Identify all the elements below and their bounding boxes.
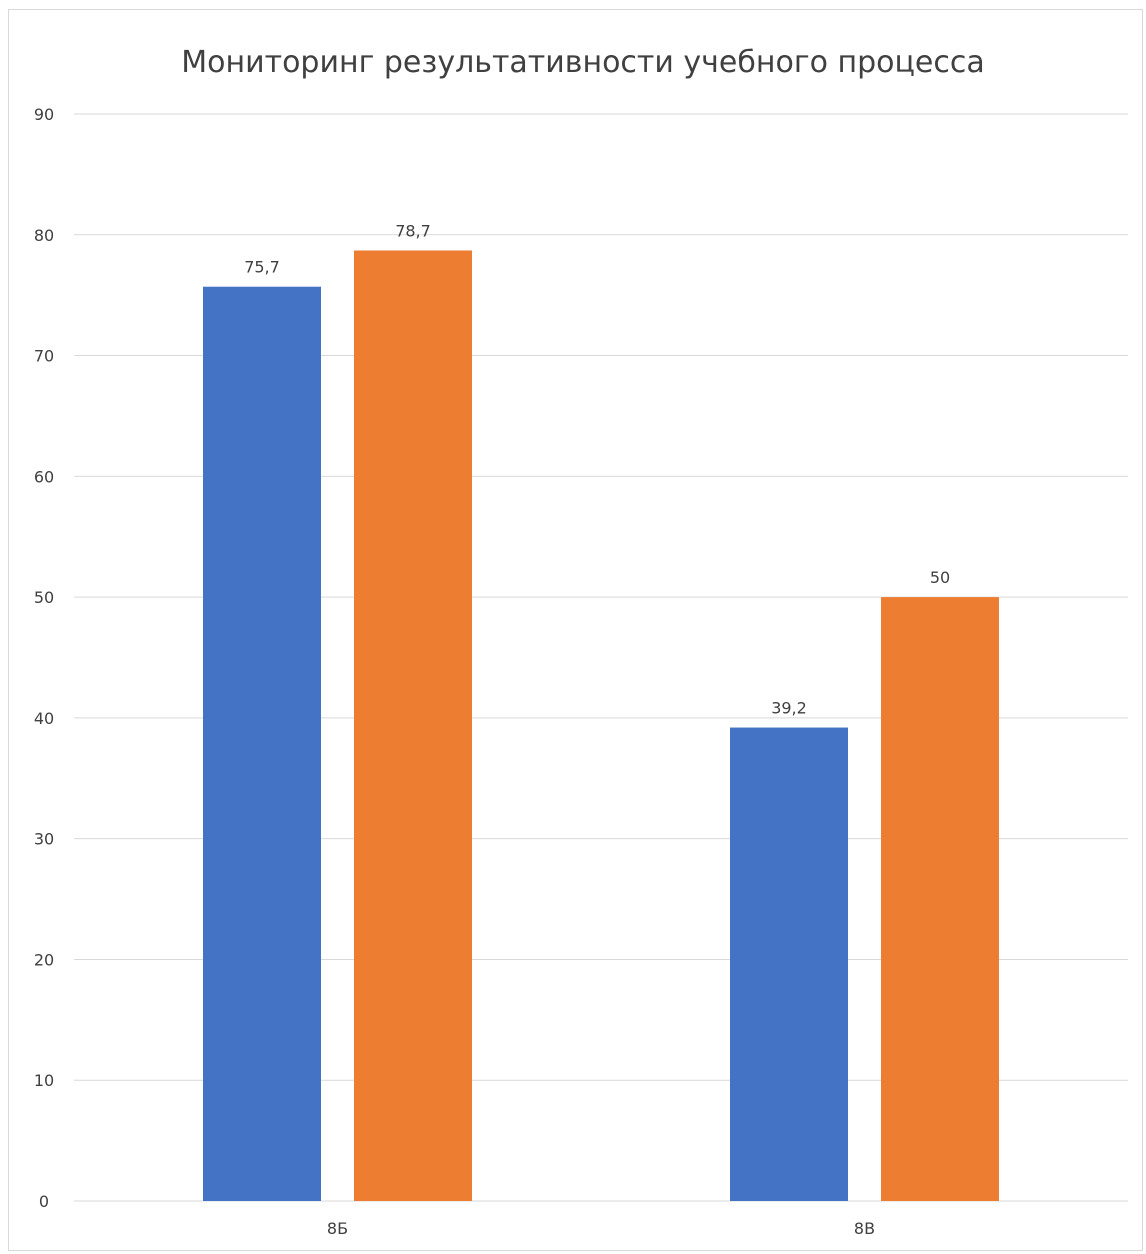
data-label: 78,7	[395, 221, 431, 240]
y-tick-label: 0	[39, 1192, 49, 1211]
y-tick-label: 60	[34, 467, 54, 486]
y-tick-label: 90	[34, 105, 54, 124]
chart-title: Мониторинг результативности учебного про…	[181, 45, 985, 80]
y-tick-label: 50	[34, 588, 54, 607]
y-tick-label: 70	[34, 347, 54, 366]
bars	[203, 250, 999, 1201]
x-axis-ticks: 8Б 8В	[327, 1219, 875, 1238]
data-label: 39,2	[771, 699, 807, 718]
data-label: 50	[930, 568, 950, 587]
bar-8Б-series-1	[203, 286, 321, 1201]
y-axis-ticks: 0 10 20 30 40 50 60 70 80 90	[34, 105, 54, 1211]
y-tick-label: 40	[34, 709, 54, 728]
x-tick-label: 8Б	[327, 1219, 348, 1238]
x-tick-label: 8В	[854, 1219, 875, 1238]
bar-8В-series-1	[730, 727, 848, 1201]
data-labels: 75,7 78,7 39,2 50	[244, 221, 950, 717]
y-tick-label: 20	[34, 950, 54, 969]
bar-8В-series-2	[881, 597, 999, 1201]
y-tick-label: 10	[34, 1071, 54, 1090]
y-tick-label: 30	[34, 830, 54, 849]
bar-8Б-series-2	[354, 250, 472, 1201]
y-tick-label: 80	[34, 226, 54, 245]
data-label: 75,7	[244, 258, 280, 277]
